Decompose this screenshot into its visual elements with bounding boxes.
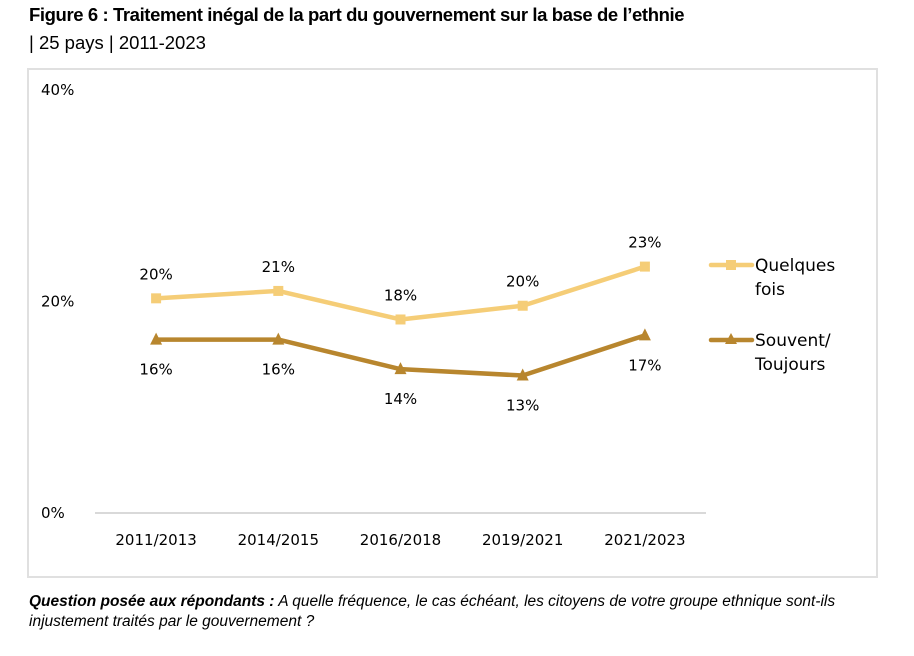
x-tick-label: 2014/2015 xyxy=(238,531,319,549)
data-label: 16% xyxy=(262,361,295,379)
data-point-square xyxy=(273,285,284,296)
y-tick-label: 40% xyxy=(41,81,74,99)
data-point-square xyxy=(517,300,528,311)
x-tick-label: 2021/2023 xyxy=(604,531,685,549)
legend: Quelques fois Souvent/Toujours xyxy=(708,256,835,375)
question-label: Question posée aux répondants : xyxy=(29,593,275,610)
data-point-triangle xyxy=(516,368,529,381)
y-tick-label: 20% xyxy=(41,293,74,311)
data-labels: 20% 21% 18% 20% 23% 16% 16% 14% 13% 17% xyxy=(139,234,661,415)
data-label: 21% xyxy=(262,258,295,276)
data-point-square xyxy=(395,314,406,325)
question-text: A quelle fréquence, le cas échéant, les … xyxy=(29,593,836,630)
data-label: 20% xyxy=(506,273,539,291)
y-axis-ticks: 0% 20% 40% xyxy=(41,81,74,522)
figure-subtitle: | 25 pays | 2011-2023 xyxy=(29,32,206,53)
data-point-square xyxy=(151,293,162,304)
legend-label: Souvent/ xyxy=(755,331,831,351)
data-label: 13% xyxy=(506,397,539,415)
data-point-triangle xyxy=(638,328,651,341)
legend-square-marker-icon xyxy=(726,260,736,270)
x-tick-label: 2019/2021 xyxy=(482,531,563,549)
data-point-square xyxy=(639,261,650,272)
legend-label: Quelques xyxy=(755,256,835,276)
x-axis-ticks: 2011/2013 2014/2015 2016/2018 2019/2021 2021… xyxy=(115,531,685,549)
legend-label: Toujours xyxy=(754,355,826,375)
legend-label: fois xyxy=(755,280,785,300)
legend-item: Souvent/Toujours xyxy=(708,331,831,375)
x-tick-label: 2011/2013 xyxy=(115,531,196,549)
x-tick-label: 2016/2018 xyxy=(360,531,441,549)
data-label: 14% xyxy=(384,390,417,408)
legend-triangle-marker-icon xyxy=(725,333,737,344)
figure-title: Figure 6 : Traitement inégal de la part … xyxy=(29,4,685,25)
y-tick-label: 0% xyxy=(41,504,65,522)
data-point-triangle xyxy=(150,332,163,345)
data-label: 23% xyxy=(628,234,661,252)
data-point-triangle xyxy=(394,362,407,375)
data-label: 17% xyxy=(628,356,661,374)
data-label: 16% xyxy=(139,361,172,379)
legend-item: Quelques fois xyxy=(708,256,835,300)
data-label: 18% xyxy=(384,286,417,304)
data-point-triangle xyxy=(272,332,285,345)
data-label: 20% xyxy=(139,265,172,283)
chart-frame xyxy=(27,68,878,578)
question-note: Question posée aux répondants : A quelle… xyxy=(29,592,899,632)
series-group xyxy=(150,261,651,381)
